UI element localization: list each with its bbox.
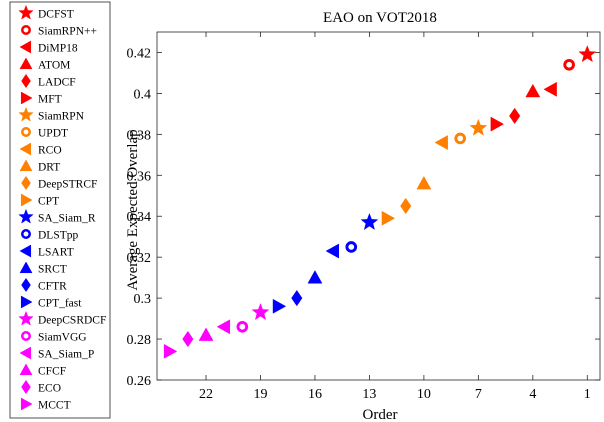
- data-point-deepcsrdcf: [251, 303, 270, 320]
- data-point-cftr: [291, 290, 303, 307]
- legend-marker: [19, 244, 32, 258]
- legend-entry-label: CPT: [38, 196, 59, 208]
- legend-entry-label: DeepSTRCF: [38, 179, 97, 191]
- x-tick-label: 22: [199, 387, 213, 402]
- data-point-ladcf: [509, 107, 521, 124]
- legend-entry-label: CFTR: [38, 281, 67, 293]
- data-point-lsart: [325, 243, 339, 259]
- legend-marker: [19, 57, 33, 70]
- data-point-srct: [307, 270, 323, 284]
- legend-entry-label: SiamRPN: [38, 111, 85, 123]
- legend-entry-label: DLSTpp: [38, 230, 79, 242]
- legend-entry-label: ECO: [38, 383, 61, 395]
- legend-marker: [21, 25, 31, 35]
- legend-entry-label: SA_Siam_P: [38, 349, 94, 361]
- x-tick-label: 4: [529, 387, 536, 402]
- legend-marker: [21, 278, 31, 292]
- legend-marker: [21, 380, 31, 394]
- legend-marker: [18, 5, 34, 20]
- legend-marker: [19, 159, 33, 172]
- legend-marker: [18, 209, 34, 224]
- legend-entry-label: LSART: [38, 247, 74, 259]
- legend-entry-label: UPDT: [38, 128, 68, 140]
- y-tick-label: 0.38: [127, 128, 152, 143]
- legend-marker: [21, 176, 31, 190]
- data-point-sa-siam-p: [216, 319, 231, 335]
- legend-entry-label: DiMP18: [38, 43, 78, 55]
- data-point-atom: [525, 84, 541, 98]
- legend-entry-label: SRCT: [38, 264, 67, 276]
- legend-entry-label: MCCT: [38, 400, 71, 412]
- data-point-cfcf: [198, 327, 214, 341]
- legend-entry-label: MFT: [38, 94, 62, 106]
- legend-entry-label: LADCF: [38, 77, 76, 89]
- data-point-mft: [490, 116, 504, 132]
- data-point-drt: [416, 176, 432, 190]
- legend-marker: [21, 331, 31, 341]
- legend-entry-label: RCO: [38, 145, 62, 157]
- data-point-sa-siam-r: [360, 213, 378, 230]
- legend-entry-label: CFCF: [38, 366, 66, 378]
- legend-marker: [19, 346, 32, 360]
- legend-marker: [20, 397, 33, 411]
- legend-marker: [19, 261, 33, 274]
- data-point-deepstrcf: [400, 198, 412, 214]
- y-axis-label: Average Expected Overlap: [125, 129, 141, 290]
- legend-marker: [21, 127, 31, 137]
- legend-entry-label: DRT: [38, 162, 60, 174]
- legend-marker: [19, 363, 33, 376]
- legend-marker: [20, 193, 33, 207]
- data-point-mcct: [163, 344, 177, 359]
- legend-marker: [21, 229, 31, 239]
- plot-area: 0.26 0.28 0.3 0.32 0.34 0.36 0.38 0.4 0.42 22 19 16…: [127, 31, 601, 402]
- legend-entry-label: SiamVGG: [38, 332, 87, 344]
- data-point-siamrpn: [469, 119, 487, 136]
- x-tick-label: 19: [253, 387, 267, 402]
- data-point-dcfst: [578, 45, 596, 62]
- data-point-siamvgg: [236, 320, 249, 333]
- legend-entry-label: SA_Siam_R: [38, 213, 96, 225]
- data-point-cpt-fast: [272, 299, 286, 314]
- data-point-dimp18: [543, 82, 557, 97]
- x-tick-label: 1: [584, 387, 591, 402]
- y-tick-label: 0.28: [127, 333, 152, 348]
- y-tick-label: 0.42: [127, 46, 152, 61]
- legend: DCFST SiamRPN++ DiMP18 ATOM LADCF MFT SiamRPN U…: [9, 1, 111, 419]
- legend-entry-label: DCFST: [38, 9, 74, 21]
- legend-marker: [19, 40, 32, 54]
- legend-marker: [18, 107, 34, 122]
- legend-entry-label: ATOM: [38, 60, 70, 72]
- legend-entry-label: SiamRPN++: [38, 26, 97, 38]
- x-tick-label: 16: [308, 387, 322, 402]
- y-tick-label: 0.4: [134, 87, 152, 102]
- legend-entry-label: CPT_fast: [38, 298, 82, 310]
- legend-marker: [20, 295, 33, 309]
- legend-marker: [18, 311, 34, 326]
- legend-entry-label: DeepCSRDCF: [38, 315, 106, 327]
- x-tick-label: 10: [417, 387, 431, 402]
- x-axis-label: Order: [363, 407, 398, 422]
- y-tick-label: 0.3: [134, 292, 152, 307]
- data-point-siamrpn-: [563, 58, 575, 71]
- data-point-cpt: [381, 211, 395, 226]
- axes-box: [156, 31, 601, 381]
- data-point-updt: [454, 132, 467, 145]
- y-tick-label: 0.36: [127, 169, 152, 184]
- chart-title: EAO on VOT2018: [323, 10, 437, 26]
- y-tick-label: 0.32: [127, 251, 152, 266]
- legend-box: [9, 1, 111, 419]
- data-point-dlstpp: [345, 241, 358, 253]
- legend-marker: [20, 91, 33, 105]
- legend-marker: [21, 74, 31, 88]
- legend-marker: [19, 142, 32, 156]
- data-point-rco: [434, 135, 448, 150]
- x-tick-label: 13: [362, 387, 376, 402]
- y-tick-label: 0.34: [127, 210, 152, 225]
- y-tick-label: 0.26: [127, 374, 152, 389]
- data-point-eco: [182, 331, 194, 348]
- x-tick-label: 7: [475, 387, 482, 402]
